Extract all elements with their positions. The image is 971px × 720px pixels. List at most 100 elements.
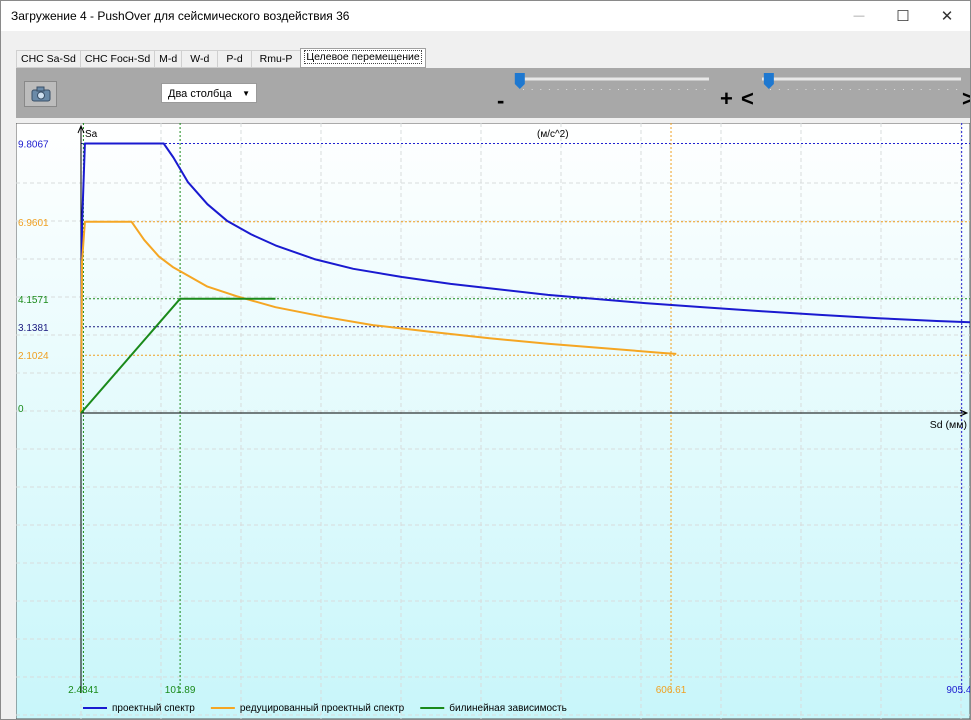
legend-label: проектный спектр (112, 703, 195, 714)
tab-sns-sa-sd[interactable]: СНС Sa-Sd (16, 50, 81, 68)
zoom-slider-thumb[interactable] (514, 73, 525, 89)
slider-tick (832, 89, 834, 90)
series-line-2 (80, 297, 276, 414)
slider-tick (687, 89, 689, 90)
y-tick-label: 6.9601 (18, 218, 49, 229)
slider-tick (823, 89, 825, 90)
slider-tick (600, 89, 602, 90)
slider-tick (787, 89, 789, 90)
title-bar: Загружение 4 - PushOver для сейсмическог… (1, 1, 970, 31)
slider-tick (669, 89, 671, 90)
maximize-button[interactable]: ☐ (881, 1, 925, 31)
slider-tick (695, 89, 697, 90)
slider-tick (849, 89, 851, 90)
camera-icon (31, 86, 50, 102)
x-axis-arrow (959, 409, 969, 417)
slider-tick (947, 89, 949, 90)
slider-tick (920, 89, 922, 90)
y-tick-label: 0 (18, 404, 24, 415)
y-axis-arrow (77, 124, 85, 134)
legend: проектный спектр редуцированный проектный… (83, 702, 567, 714)
pan-right-button[interactable]: > (962, 88, 970, 110)
pan-slider[interactable] (756, 72, 964, 96)
slider-tick (661, 89, 663, 90)
series (80, 142, 970, 414)
layout-select[interactable]: Два столбца ▼ (161, 83, 257, 103)
chart: 9.8067 6.9601 4.1571 3.1381 2.1024 0 2.4841 101… (16, 123, 970, 719)
tab-w-d[interactable]: W-d (181, 50, 219, 68)
slider-tick (814, 89, 816, 90)
pan-slider-thumb[interactable] (763, 73, 774, 89)
slider-tick (911, 89, 913, 90)
slider-tick (796, 89, 798, 90)
slider-tick (885, 89, 887, 90)
slider-tick (929, 89, 931, 90)
tab-strip: СНС Sa-Sd СНС Fосн-Sd M-d W-d P-d Rmu-P … (16, 48, 426, 68)
slider-tick (652, 89, 654, 90)
zoom-slider[interactable] (509, 72, 719, 96)
tab-rmu-p[interactable]: Rmu-P (250, 50, 302, 68)
close-button[interactable]: ✕ (925, 1, 969, 31)
tab-label: СНС Fосн-Sd (84, 53, 151, 65)
x-axis-label: Sd (мм) (930, 419, 967, 431)
legend-label: редуцированный проектный спектр (240, 703, 405, 714)
slider-tick (523, 89, 524, 90)
slider-tick (626, 89, 628, 90)
series-line-1 (80, 220, 677, 414)
y-tick-label: 2.1024 (18, 351, 49, 362)
plot-background (16, 123, 970, 719)
zoom-out-button[interactable]: - (497, 88, 505, 113)
slider-tick (778, 89, 780, 90)
slider-tick (894, 89, 896, 90)
slider-tick (557, 89, 559, 90)
pan-left-button[interactable]: < (741, 86, 754, 111)
x-tick-label: 101.89 (165, 685, 196, 696)
y-tick-label: 3.1381 (18, 323, 49, 334)
slider-tick (840, 89, 842, 90)
legend-label: билинейная зависимость (449, 702, 567, 714)
slider-tick (618, 89, 619, 90)
chevron-down-icon: ▼ (242, 89, 250, 98)
minimize-icon: — (853, 10, 865, 22)
slider-tick (876, 89, 878, 90)
tick-labels: 9.8067 6.9601 4.1571 3.1381 2.1024 0 2.4841 101… (18, 140, 970, 696)
close-icon: ✕ (940, 8, 954, 25)
slider-tick (867, 89, 869, 90)
y-tick-label: 9.8067 (18, 140, 49, 151)
tab-p-d[interactable]: P-d (217, 50, 252, 68)
tab-label: M-d (159, 53, 178, 65)
slider-tick (540, 89, 542, 90)
series-line-0 (80, 142, 970, 414)
slider-tick (531, 89, 533, 90)
tab-m-d[interactable]: M-d (154, 50, 183, 68)
slider-tick (678, 89, 680, 90)
y-tick-label: 4.1571 (18, 295, 49, 306)
slider-tick (609, 89, 611, 90)
slider-tick (858, 89, 860, 90)
tab-label: Rmu-P (259, 53, 293, 65)
tab-label: W-d (190, 53, 210, 65)
y-axis-label: Sa (85, 129, 98, 140)
slider-tick (566, 89, 568, 90)
x-tick-label: 606.61 (656, 685, 687, 696)
maximize-icon: ☐ (896, 8, 910, 25)
minimize-button[interactable]: — (837, 1, 881, 31)
slider-tick (902, 89, 904, 90)
slider-tick (635, 89, 637, 90)
zoom-in-button[interactable]: + (720, 86, 733, 111)
screenshot-button[interactable] (24, 81, 57, 107)
slider-tick (574, 89, 576, 90)
slider-tick (592, 89, 594, 90)
slider-tick (956, 89, 958, 90)
window-title: Загружение 4 - PushOver для сейсмическог… (11, 9, 350, 23)
tab-label: P-d (226, 53, 243, 65)
slider-tick (704, 89, 706, 90)
tab-sns-fosn-sd[interactable]: СНС Fосн-Sd (79, 50, 156, 68)
slider-tick (805, 89, 807, 90)
tab-label: СНС Sa-Sd (21, 53, 76, 65)
tab-target-displacement[interactable]: Целевое перемещение (300, 48, 426, 68)
x-tick-label: 2.4841 (68, 685, 99, 696)
zoom-slider-ticks (523, 89, 706, 90)
x-tick-label: 905.44 (946, 685, 970, 696)
